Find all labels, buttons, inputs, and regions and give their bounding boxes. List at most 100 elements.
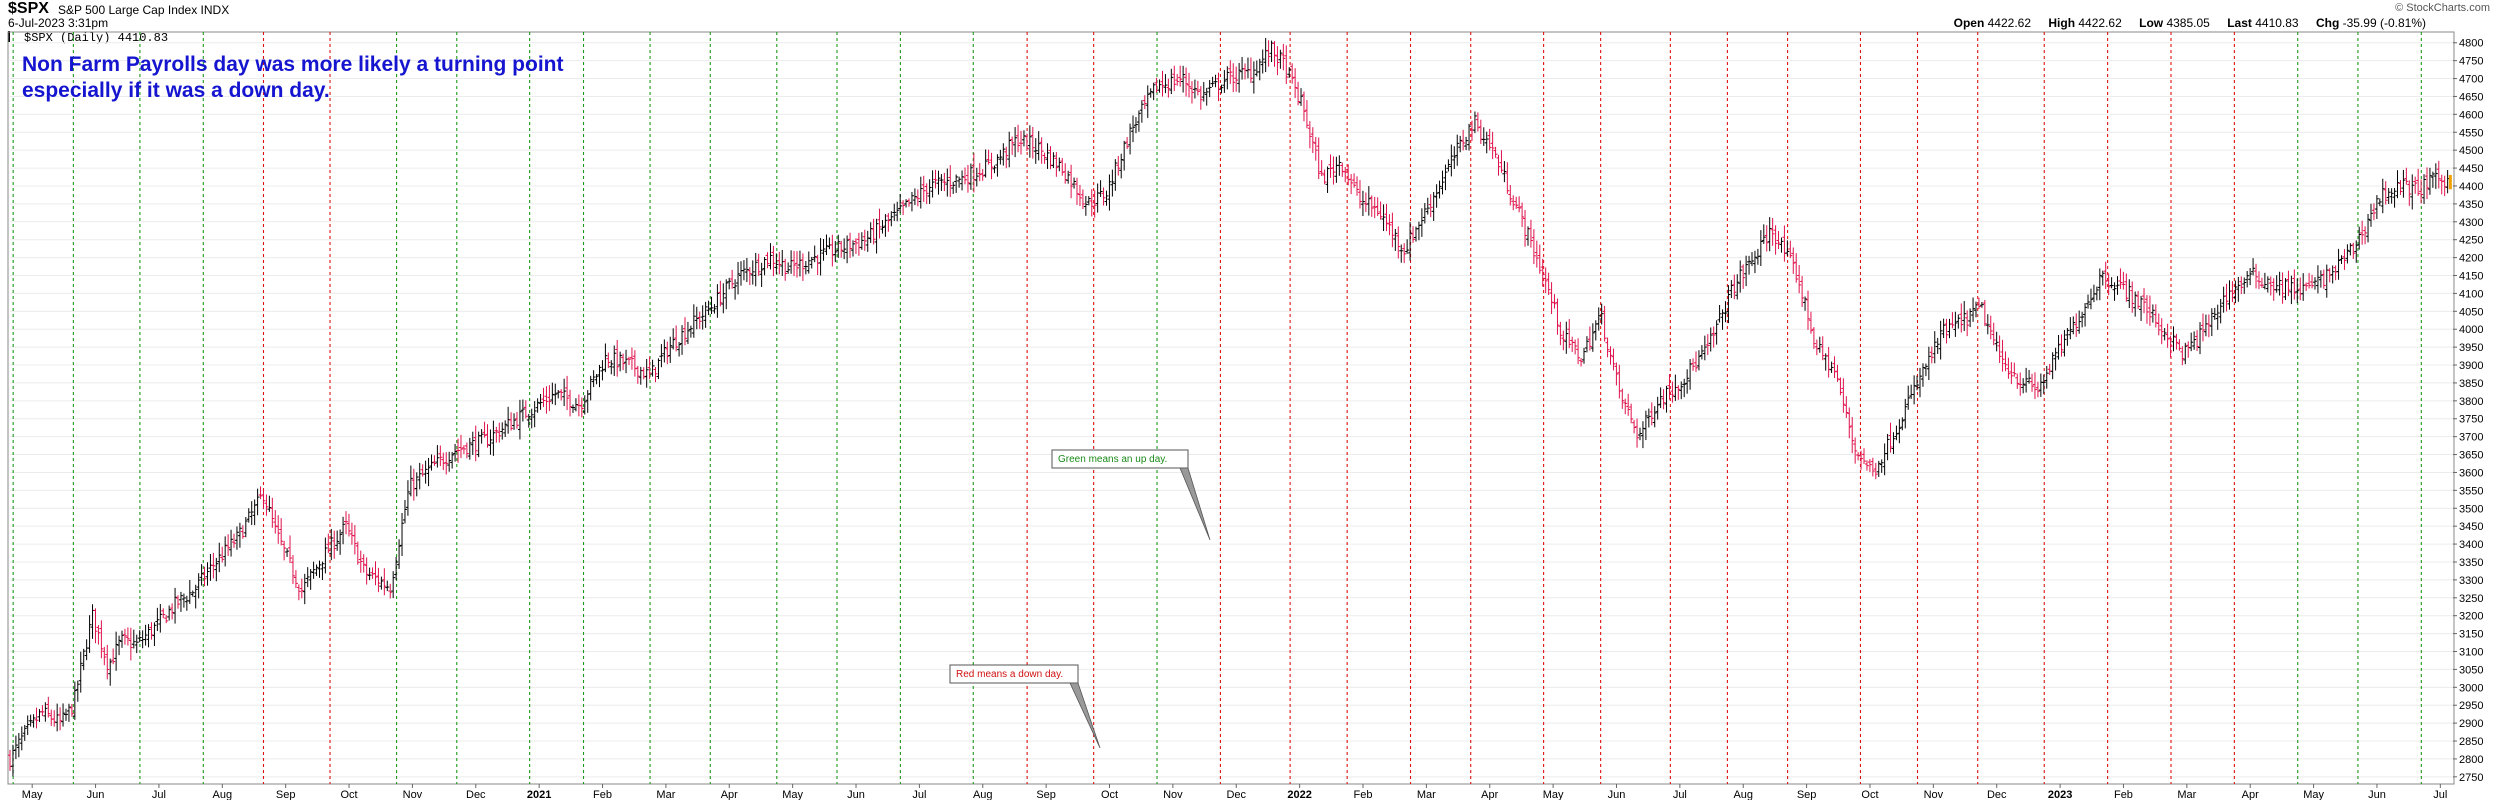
ohlc-bar: [541, 387, 546, 408]
ohlc-bar: [1396, 226, 1401, 259]
ohlc-bar: [1366, 186, 1371, 216]
ohlc-bar: [733, 279, 738, 300]
ohlc-bar: [376, 567, 381, 593]
ohlc-bar: [1867, 459, 1872, 473]
ohlc-bar: [989, 152, 994, 180]
ohlc-bar: [603, 343, 608, 373]
ohlc-bar: [1313, 136, 1318, 161]
ohlc-bar: [1051, 152, 1056, 168]
ohlc-bar: [1272, 41, 1277, 67]
ohlc-bar: [1720, 309, 1725, 330]
ohlc-bar: [482, 421, 487, 438]
ohlc-bar: [167, 605, 172, 621]
ohlc-bar: [397, 539, 402, 569]
ohlc-bar: [915, 189, 920, 207]
ohlc-bar: [22, 724, 27, 741]
ohlc-bar: [373, 561, 378, 586]
ohlc-bar: [1912, 375, 1917, 405]
ohlc-bar: [942, 172, 947, 192]
ohlc-bar: [792, 250, 797, 277]
ohlc-bar: [1729, 280, 1734, 299]
ohlc-bar: [1175, 74, 1180, 86]
ohlc-bar: [1935, 337, 1940, 354]
ohlc-bar: [411, 468, 416, 501]
ohlc-bar: [1747, 255, 1752, 275]
ohlc-bar: [1685, 369, 1690, 394]
ohlc-bar: [2236, 276, 2241, 302]
ohlc-bar: [1381, 204, 1386, 232]
ohlc-bar: [1375, 197, 1380, 216]
x-tick-label: May: [782, 789, 803, 800]
ohlc-bar: [388, 583, 393, 599]
low-value: 4385.05: [2166, 16, 2210, 30]
y-tick-label: 2750: [2459, 772, 2483, 784]
ohlc-bar: [2086, 294, 2091, 309]
ohlc-bar: [2038, 373, 2043, 397]
ohlc-bar: [1278, 49, 1283, 69]
ohlc-bar: [1446, 159, 1451, 172]
ohlc-bar: [803, 261, 808, 275]
annotation-line-2: especially if it was a down day.: [22, 79, 330, 102]
ohlc-bar: [1953, 311, 1958, 337]
y-tick-label: 2950: [2459, 700, 2483, 712]
ohlc-bar: [865, 230, 870, 252]
ohlc-bar: [1537, 244, 1542, 274]
ohlc-bar: [2398, 180, 2403, 195]
ohlc-bar: [117, 635, 122, 656]
ohlc-bar: [1534, 240, 1539, 268]
ohlc-bar: [632, 350, 637, 377]
ohlc-bar: [155, 607, 160, 632]
ohlc-bar: [2304, 282, 2309, 291]
ohlc-bar: [1054, 152, 1059, 177]
ohlc-bar: [58, 707, 63, 731]
ohlc-bar: [895, 201, 900, 222]
ohlc-bar: [1201, 82, 1206, 102]
ohlc-bar: [1036, 131, 1041, 161]
ohlc-bar: [69, 704, 74, 717]
open-label: Open: [1953, 16, 1985, 30]
ohlc-bar: [1016, 124, 1021, 153]
ohlc-bar: [158, 604, 163, 633]
ohlc-bar: [208, 553, 213, 581]
ohlc-bar: [1758, 230, 1763, 267]
ohlc-bar: [1461, 129, 1466, 151]
ohlc-bar: [1764, 225, 1769, 252]
ohlc-bar: [951, 181, 956, 194]
ohlc-bar: [2183, 342, 2188, 365]
ohlc-bar: [509, 412, 514, 431]
ohlc-bar: [1906, 385, 1911, 410]
ohlc-bar: [1903, 398, 1908, 429]
ohlc-bar: [1290, 63, 1295, 84]
ohlc-bar: [703, 301, 708, 328]
ohlc-bar: [886, 213, 891, 232]
ohlc-bar: [2301, 273, 2306, 301]
ohlc-bar: [66, 703, 71, 722]
x-tick-label: Nov: [403, 789, 423, 800]
ohlc-bar: [1564, 321, 1569, 354]
ohlc-bar: [367, 567, 372, 581]
ohlc-bar: [1982, 300, 1987, 327]
ohlc-bar: [1010, 136, 1015, 155]
ohlc-bar: [1107, 174, 1112, 211]
ohlc-bar: [968, 163, 973, 190]
ohlc-bar: [1101, 187, 1106, 206]
y-tick-label: 3850: [2459, 378, 2483, 390]
ohlc-bar: [845, 235, 850, 264]
ohlc-bar: [1543, 267, 1548, 294]
ohlc-bar: [2401, 169, 2406, 198]
ohlc-bar: [912, 188, 917, 206]
ohlc-bar: [1095, 183, 1100, 213]
ohlc-bar: [1092, 190, 1097, 218]
y-tick-label: 3950: [2459, 342, 2483, 354]
ohlc-bar: [1785, 240, 1790, 257]
ohlc-bar: [1481, 127, 1486, 146]
y-tick-label: 3400: [2459, 539, 2483, 551]
ohlc-bar: [2115, 276, 2120, 295]
ohlc-bar: [1826, 346, 1831, 378]
ohlc-bar: [806, 251, 811, 274]
annotation-line-1: Non Farm Payrolls day was more likely a …: [22, 53, 564, 76]
ohlc-bar: [114, 631, 119, 671]
ohlc-bar: [718, 280, 723, 307]
ohlc-bar: [582, 395, 587, 415]
ohlc-bar: [1419, 208, 1424, 237]
